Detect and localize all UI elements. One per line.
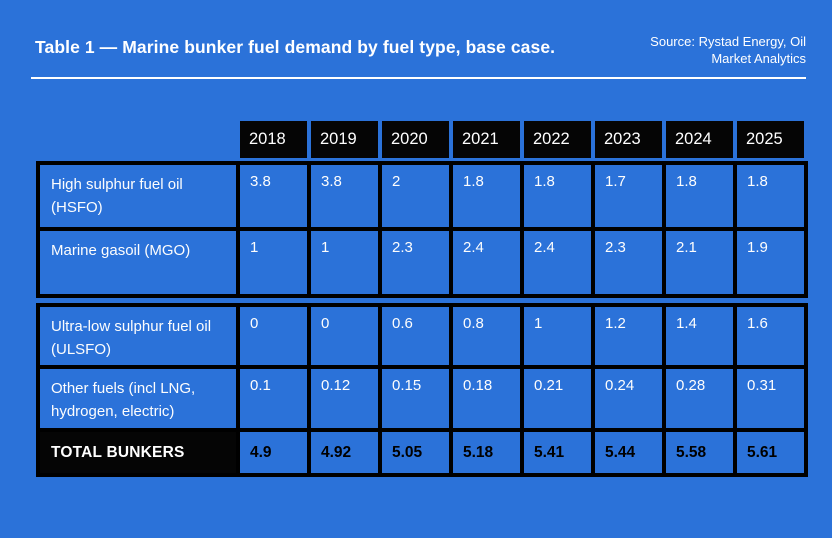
year-header-cell: 2020 [382, 121, 449, 158]
value-cell: 2.1 [666, 231, 737, 298]
value-cell: 0.21 [524, 369, 595, 432]
table-section: Ultra-low sulphur fuel oil (ULSFO) 0 0 0.6 0… [36, 303, 808, 477]
header-divider-line [31, 77, 806, 79]
row-label: High sulphur fuel oil (HSFO) [40, 165, 240, 231]
total-value-cell: 4.9 [240, 432, 311, 477]
total-value-cell: 4.92 [311, 432, 382, 477]
total-value-cell: 5.05 [382, 432, 453, 477]
value-cell: 1.9 [737, 231, 808, 298]
value-cell: 2.3 [382, 231, 453, 298]
page-title: Table 1 — Marine bunker fuel demand by f… [35, 37, 556, 57]
total-row-label: TOTAL BUNKERS [40, 432, 240, 477]
value-cell: 0.12 [311, 369, 382, 432]
total-row: TOTAL BUNKERS 4.9 4.92 5.05 5.18 5.41 5.44 5.58… [40, 432, 808, 477]
value-cell: 0.24 [595, 369, 666, 432]
value-cell: 2.4 [524, 231, 595, 298]
total-value-cell: 5.18 [453, 432, 524, 477]
value-cell: 0.15 [382, 369, 453, 432]
value-cell: 0 [240, 307, 311, 369]
year-header-cell: 2018 [240, 121, 307, 158]
total-value-cell: 5.44 [595, 432, 666, 477]
value-cell: 1.6 [737, 307, 808, 369]
table-body: High sulphur fuel oil (HSFO) 3.8 3.8 2 1.8 1.… [36, 161, 808, 477]
value-cell: 1 [240, 231, 311, 298]
value-cell: 1.8 [666, 165, 737, 231]
value-cell: 1.8 [453, 165, 524, 231]
table-row: Ultra-low sulphur fuel oil (ULSFO) 0 0 0.6 0… [40, 307, 808, 369]
value-cell: 1.8 [524, 165, 595, 231]
row-label: Other fuels (incl LNG, hydrogen, electri… [40, 369, 240, 432]
value-cell: 1 [311, 231, 382, 298]
value-cell: 1.2 [595, 307, 666, 369]
total-value-cell: 5.61 [737, 432, 808, 477]
source-attribution: Source: Rystad Energy, Oil Market Analyt… [650, 34, 806, 66]
value-cell: 3.8 [311, 165, 382, 231]
total-value-cell: 5.41 [524, 432, 595, 477]
value-cell: 1 [524, 307, 595, 369]
bunker-fuel-demand-table: 2018 2019 2020 2021 2022 2023 2024 2025 High su… [36, 121, 808, 477]
value-cell: 2.4 [453, 231, 524, 298]
table-header-block: Table 1 — Marine bunker fuel demand by f… [0, 0, 832, 67]
value-cell: 0.28 [666, 369, 737, 432]
year-header-cell: 2021 [453, 121, 520, 158]
value-cell: 3.8 [240, 165, 311, 231]
value-cell: 0.31 [737, 369, 808, 432]
value-cell: 0.6 [382, 307, 453, 369]
value-cell: 2 [382, 165, 453, 231]
value-cell: 0.1 [240, 369, 311, 432]
row-label: Ultra-low sulphur fuel oil (ULSFO) [40, 307, 240, 369]
table-row: Other fuels (incl LNG, hydrogen, electri… [40, 369, 808, 432]
value-cell: 2.3 [595, 231, 666, 298]
year-header-row: 2018 2019 2020 2021 2022 2023 2024 2025 [36, 121, 808, 158]
table-section: High sulphur fuel oil (HSFO) 3.8 3.8 2 1.8 1.… [36, 161, 808, 298]
value-cell: 1.4 [666, 307, 737, 369]
year-header-cell: 2025 [737, 121, 804, 158]
value-cell: 0.8 [453, 307, 524, 369]
value-cell: 0 [311, 307, 382, 369]
year-header-cell: 2024 [666, 121, 733, 158]
value-cell: 1.8 [737, 165, 808, 231]
year-header-spacer [36, 121, 240, 158]
row-label: Marine gasoil (MGO) [40, 231, 240, 298]
value-cell: 0.18 [453, 369, 524, 432]
year-header-cell: 2019 [311, 121, 378, 158]
table-row: High sulphur fuel oil (HSFO) 3.8 3.8 2 1.8 1.… [40, 165, 808, 231]
total-value-cell: 5.58 [666, 432, 737, 477]
year-header-cell: 2022 [524, 121, 591, 158]
table-row: Marine gasoil (MGO) 1 1 2.3 2.4 2.4 2.3 2.1 1.9 [40, 231, 808, 298]
year-header-cell: 2023 [595, 121, 662, 158]
value-cell: 1.7 [595, 165, 666, 231]
